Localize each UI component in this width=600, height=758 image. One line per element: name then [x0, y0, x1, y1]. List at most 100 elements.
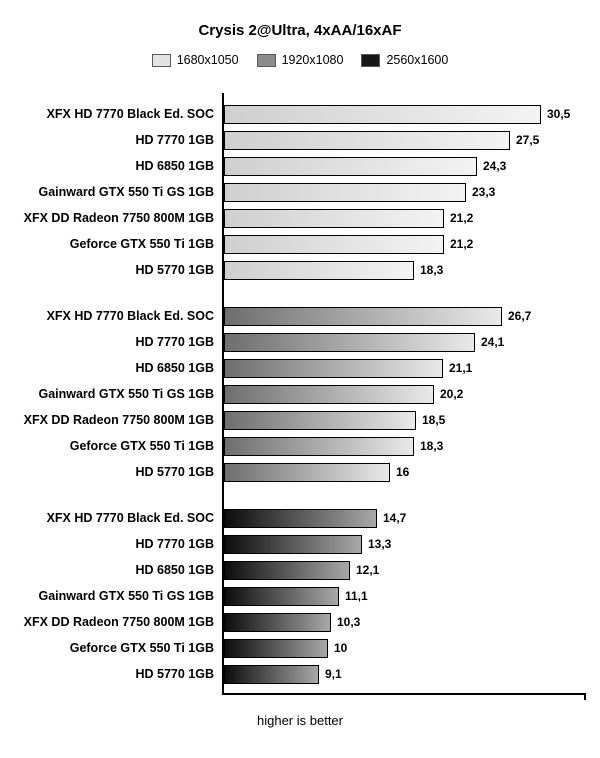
category-label: Geforce GTX 550 Ti 1GB [69, 439, 214, 453]
bar [224, 358, 443, 378]
category-label: XFX DD Radeon 7750 800M 1GB [23, 615, 214, 629]
bar [224, 560, 350, 580]
chart-row: Geforce GTX 550 Ti 1GB 10 [0, 635, 600, 661]
category-label: XFX HD 7770 Black Ed. SOC [46, 511, 214, 525]
legend-label: 1680x1050 [176, 53, 239, 67]
legend-item-1680x1050: 1680x1050 [151, 53, 239, 67]
chart-row: XFX DD Radeon 7750 800M 1GB 21,2 [0, 205, 600, 231]
chart-row: HD 7770 1GB 13,3 [0, 531, 600, 557]
category-label: Gainward GTX 550 Ti GS 1GB [38, 589, 214, 603]
bar-area: 21,2 [222, 234, 600, 254]
bar-area: 23,3 [222, 182, 600, 202]
value-label: 9,1 [325, 667, 342, 681]
chart-note: higher is better [257, 713, 343, 728]
category-label: HD 6850 1GB [135, 563, 214, 577]
bar [224, 332, 475, 352]
bar-area: 26,7 [222, 306, 600, 326]
chart-row: HD 7770 1GB 24,1 [0, 329, 600, 355]
bar [224, 208, 444, 228]
bar [224, 260, 414, 280]
chart-row: XFX DD Radeon 7750 800M 1GB 18,5 [0, 407, 600, 433]
bar-area: 21,2 [222, 208, 600, 228]
category-label: XFX HD 7770 Black Ed. SOC [46, 309, 214, 323]
value-label: 12,1 [356, 563, 380, 577]
chart-row: HD 6850 1GB 24,3 [0, 153, 600, 179]
chart-row: XFX HD 7770 Black Ed. SOC 30,5 [0, 101, 600, 127]
value-label: 30,5 [547, 107, 571, 121]
bar-area: 21,1 [222, 358, 600, 378]
legend-swatch [151, 53, 171, 67]
bar-group-2560x1600: XFX HD 7770 Black Ed. SOC 14,7 HD 7770 1GB… [0, 505, 600, 687]
chart-row: Gainward GTX 550 Ti GS 1GB 23,3 [0, 179, 600, 205]
bar [224, 508, 377, 528]
bar [224, 306, 502, 326]
legend-item-2560x1600: 2560x1600 [361, 53, 448, 67]
value-label: 21,2 [450, 211, 474, 225]
chart-legend: 1680x1050 1920x1080 2560x1600 [0, 53, 600, 67]
category-label: HD 7770 1GB [135, 537, 214, 551]
category-label: HD 6850 1GB [135, 361, 214, 375]
bar [224, 384, 434, 404]
bar [224, 586, 339, 606]
legend-swatch [361, 53, 381, 67]
chart-row: HD 5770 1GB 16 [0, 459, 600, 485]
bar-area: 18,3 [222, 260, 600, 280]
bar [224, 156, 477, 176]
value-label: 20,2 [440, 387, 464, 401]
category-label: Geforce GTX 550 Ti 1GB [69, 237, 214, 251]
bar-area: 30,5 [222, 104, 600, 124]
bar [224, 436, 414, 456]
chart-row: XFX HD 7770 Black Ed. SOC 26,7 [0, 303, 600, 329]
value-label: 16 [396, 465, 410, 479]
chart-row: Gainward GTX 550 Ti GS 1GB 20,2 [0, 381, 600, 407]
bar-area: 11,1 [222, 586, 600, 606]
legend-label: 2560x1600 [386, 53, 449, 67]
bar [224, 462, 390, 482]
category-label: HD 6850 1GB [135, 159, 214, 173]
bar-area: 16 [222, 462, 600, 482]
value-label: 24,3 [483, 159, 507, 173]
x-axis-tick [584, 694, 586, 700]
value-label: 23,3 [472, 185, 496, 199]
legend-swatch [256, 53, 276, 67]
bar-area: 14,7 [222, 508, 600, 528]
value-label: 13,3 [368, 537, 392, 551]
bar-area: 12,1 [222, 560, 600, 580]
bar-area: 18,3 [222, 436, 600, 456]
category-label: HD 7770 1GB [135, 133, 214, 147]
chart-row: Geforce GTX 550 Ti 1GB 21,2 [0, 231, 600, 257]
value-label: 21,1 [449, 361, 473, 375]
category-label: HD 5770 1GB [135, 667, 214, 681]
chart-row: HD 7770 1GB 27,5 [0, 127, 600, 153]
chart-row: Geforce GTX 550 Ti 1GB 18,3 [0, 433, 600, 459]
value-label: 10 [334, 641, 348, 655]
chart-title: Crysis 2@Ultra, 4xAA/16xAF [198, 22, 402, 39]
bar-area: 20,2 [222, 384, 600, 404]
bar-group-1920x1080: XFX HD 7770 Black Ed. SOC 26,7 HD 7770 1GB… [0, 303, 600, 485]
category-label: Gainward GTX 550 Ti GS 1GB [38, 387, 214, 401]
bar-area: 13,3 [222, 534, 600, 554]
bar-area: 18,5 [222, 410, 600, 430]
category-label: XFX DD Radeon 7750 800M 1GB [23, 413, 214, 427]
bar [224, 664, 319, 684]
bar [224, 638, 328, 658]
value-label: 14,7 [383, 511, 407, 525]
value-label: 18,5 [422, 413, 446, 427]
value-label: 11,1 [345, 589, 368, 603]
bar [224, 534, 362, 554]
chart-row: HD 5770 1GB 9,1 [0, 661, 600, 687]
bar-area: 24,1 [222, 332, 600, 352]
chart-row: XFX HD 7770 Black Ed. SOC 14,7 [0, 505, 600, 531]
category-label: HD 7770 1GB [135, 335, 214, 349]
category-label: Gainward GTX 550 Ti GS 1GB [38, 185, 214, 199]
bar-area: 9,1 [222, 664, 600, 684]
chart-row: Gainward GTX 550 Ti GS 1GB 11,1 [0, 583, 600, 609]
bar-area: 10,3 [222, 612, 600, 632]
bar [224, 130, 510, 150]
y-axis-line [222, 93, 224, 695]
bar [224, 104, 541, 124]
category-label: XFX HD 7770 Black Ed. SOC [46, 107, 214, 121]
category-label: XFX DD Radeon 7750 800M 1GB [23, 211, 214, 225]
bar-area: 27,5 [222, 130, 600, 150]
